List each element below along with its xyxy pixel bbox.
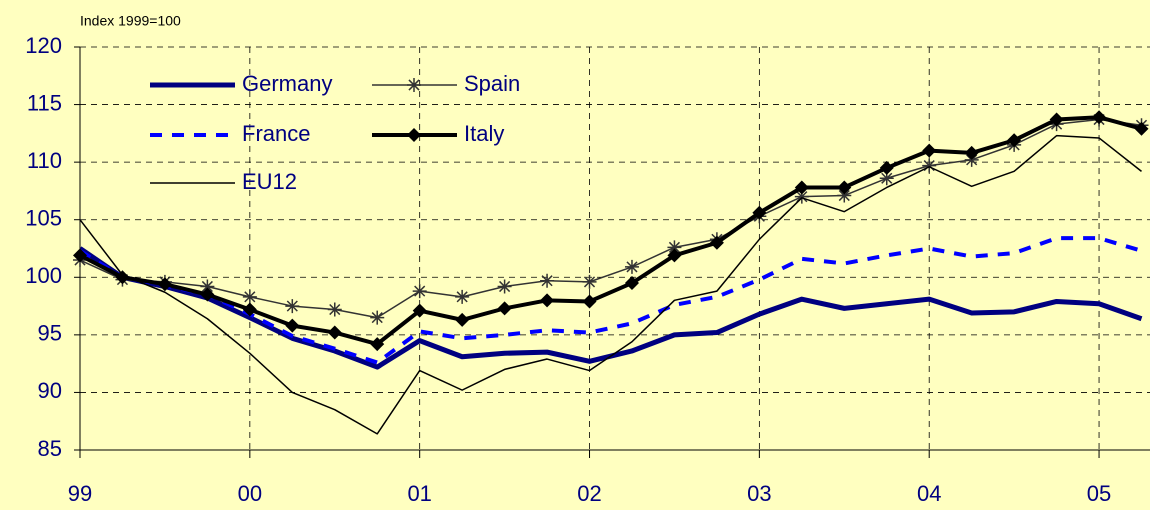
diamond-marker bbox=[200, 287, 215, 302]
star-marker bbox=[497, 279, 512, 294]
star-marker bbox=[667, 240, 682, 255]
y-tick-label: 95 bbox=[38, 321, 62, 346]
diamond-marker bbox=[582, 294, 597, 309]
x-tick-label: 00 bbox=[238, 481, 262, 506]
y-tick-label: 100 bbox=[25, 263, 62, 288]
star-marker bbox=[922, 158, 937, 173]
star-marker bbox=[327, 302, 342, 317]
series-line bbox=[79, 134, 1142, 435]
x-tick-label: 03 bbox=[747, 481, 771, 506]
chart-subtitle: Index 1999=100 bbox=[80, 13, 181, 29]
y-tick-label: 85 bbox=[38, 436, 62, 461]
series-line bbox=[78, 236, 1143, 365]
y-tick-label: 90 bbox=[38, 378, 62, 403]
series-line bbox=[79, 118, 1142, 319]
diamond-marker bbox=[879, 160, 894, 175]
x-tick-label: 01 bbox=[407, 481, 431, 506]
diamond-marker bbox=[1092, 110, 1107, 125]
legend-label: EU12 bbox=[242, 169, 297, 194]
star-marker bbox=[879, 171, 894, 186]
diamond-marker bbox=[497, 301, 512, 316]
diamond-marker bbox=[837, 180, 852, 195]
diamond-marker bbox=[667, 248, 682, 263]
y-tick-label: 110 bbox=[27, 148, 62, 173]
x-tick-label: 04 bbox=[917, 481, 941, 506]
diamond-marker bbox=[73, 248, 87, 263]
diamond-marker bbox=[242, 302, 257, 317]
y-tick-label: 120 bbox=[25, 33, 62, 58]
series-line bbox=[79, 115, 1143, 347]
star-marker bbox=[794, 189, 809, 204]
diamond-marker bbox=[455, 312, 470, 327]
legend-label: Italy bbox=[464, 121, 504, 146]
star-marker bbox=[200, 279, 215, 294]
diamond-marker bbox=[922, 143, 937, 158]
diamond-marker bbox=[115, 270, 130, 285]
diamond-marker bbox=[709, 235, 724, 250]
x-tick-label: 99 bbox=[68, 481, 92, 506]
y-tick-label: 105 bbox=[25, 206, 62, 231]
y-tick-label: 115 bbox=[27, 90, 62, 115]
diamond-marker bbox=[794, 180, 809, 195]
legend-label: Spain bbox=[464, 71, 520, 96]
x-tick-label: 02 bbox=[577, 481, 601, 506]
star-marker bbox=[407, 78, 421, 92]
diamond-marker bbox=[1134, 121, 1149, 136]
diamond-marker bbox=[327, 325, 342, 340]
star-marker bbox=[582, 274, 597, 289]
diamond-marker bbox=[1007, 133, 1022, 148]
x-tick-label: 05 bbox=[1087, 481, 1111, 506]
star-marker bbox=[837, 188, 852, 203]
diamond-marker bbox=[624, 276, 639, 291]
diamond-marker bbox=[407, 128, 421, 142]
star-marker bbox=[455, 289, 470, 304]
star-marker bbox=[540, 273, 555, 288]
star-marker bbox=[412, 284, 427, 299]
diamond-marker bbox=[964, 145, 979, 160]
diamond-marker bbox=[370, 337, 385, 352]
star-marker bbox=[624, 259, 639, 274]
diamond-marker bbox=[752, 205, 767, 220]
diamond-marker bbox=[412, 303, 427, 318]
diamond-marker bbox=[157, 277, 172, 292]
diamond-marker bbox=[540, 293, 555, 308]
legend-label: Germany bbox=[242, 71, 332, 96]
diamond-marker bbox=[1049, 112, 1064, 127]
diamond-marker bbox=[285, 318, 300, 333]
legend-label: France bbox=[242, 121, 310, 146]
star-marker bbox=[285, 299, 300, 314]
star-marker bbox=[370, 310, 385, 325]
star-marker bbox=[242, 289, 257, 304]
